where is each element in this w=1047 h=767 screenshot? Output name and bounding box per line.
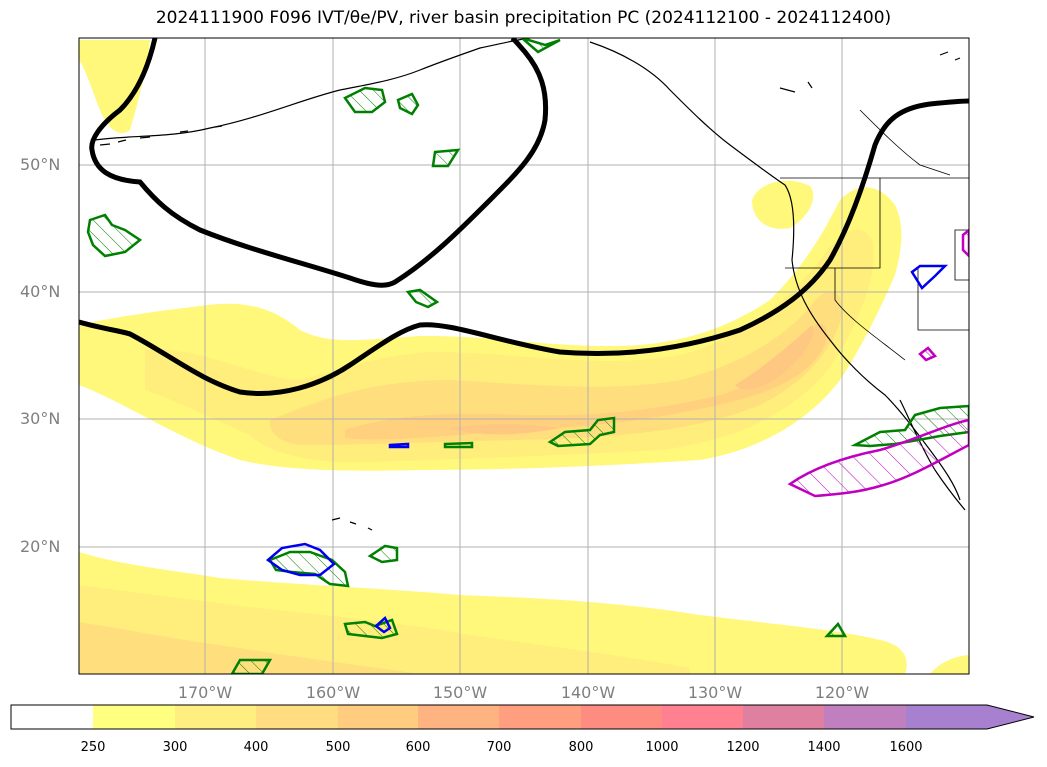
colorbar-tick-500: 500 <box>325 740 351 755</box>
lon-label-160w: 160°W <box>305 683 361 702</box>
colorbar-tick-1600: 1600 <box>889 740 923 755</box>
colorbar <box>10 704 1035 730</box>
colorbar-tick-700: 700 <box>486 740 512 755</box>
colorbar-tick-600: 600 <box>405 740 431 755</box>
colorbar-swatch-1200 <box>743 705 824 729</box>
colorbar-tick-1400: 1400 <box>807 740 841 755</box>
ivt-se-corner <box>930 655 969 674</box>
pv-green-feature <box>521 38 561 54</box>
colorbar-swatch-500 <box>338 705 418 729</box>
colorbar-tick-300: 300 <box>162 740 188 755</box>
graticule <box>79 38 969 674</box>
colorbar-tick-250: 250 <box>80 740 106 755</box>
colorbar-tick-1200: 1200 <box>726 740 760 755</box>
colorbar-swatch-600 <box>418 705 499 729</box>
colorbar-swatch-400 <box>256 705 338 729</box>
pv-magenta-feature <box>787 418 969 498</box>
lat-label-20n: 20°N <box>20 537 61 556</box>
lat-label-40n: 40°N <box>20 282 61 301</box>
pv-magenta-feature <box>961 228 969 258</box>
pv-green-feature <box>343 86 387 114</box>
colorbar-swatch-1400 <box>824 705 906 729</box>
pv-features <box>86 38 969 674</box>
colorbar-swatch-700 <box>499 705 581 729</box>
colorbar-swatch-250 <box>93 705 175 729</box>
pv-magenta-features <box>787 228 969 498</box>
colorbar-tick-400: 400 <box>243 740 269 755</box>
pv-blue-features <box>265 264 949 634</box>
pv-blue-feature <box>910 264 949 290</box>
colorbar-swatch-300 <box>175 705 256 729</box>
theta-e-contours <box>79 38 969 396</box>
colorbar-outline <box>10 704 1035 730</box>
lon-label-150w: 150°W <box>432 683 488 702</box>
ivt-band-600-coast <box>735 325 814 390</box>
theta-e-contour-northern <box>89 38 549 288</box>
colorbar-tick-1000: 1000 <box>645 740 679 755</box>
colorbar-tick-800: 800 <box>568 740 594 755</box>
pv-magenta-feature <box>918 346 938 362</box>
pv-blue-feature <box>265 542 336 577</box>
pv-blue-feature <box>374 615 392 634</box>
pv-green-feature <box>547 416 616 448</box>
pv-green-feature <box>230 658 273 674</box>
ivt-nw-blob <box>79 40 150 134</box>
pv-blue-feature <box>388 442 410 449</box>
ivt-southern-band-400 <box>79 622 420 674</box>
colorbar-under <box>11 705 93 729</box>
pv-green-feature <box>850 404 969 448</box>
pv-green-feature <box>443 441 474 449</box>
pv-green-feature <box>824 621 848 638</box>
ivt-band-600-core <box>450 423 560 435</box>
ivt-pacific-nw <box>752 180 814 229</box>
theta-e-contour-southern <box>79 98 969 396</box>
state-borders <box>780 109 969 361</box>
lon-label-130w: 130°W <box>687 683 743 702</box>
colorbar-swatch-1000 <box>662 705 743 729</box>
pv-green-feature <box>367 544 399 564</box>
lon-label-140w: 140°W <box>560 683 616 702</box>
lat-label-50n: 50°N <box>20 155 61 174</box>
figure-title: 2024111900 F096 IVT/θe/PV, river basin p… <box>155 8 892 28</box>
lon-label-170w: 170°W <box>177 683 233 702</box>
pv-green-feature <box>431 148 461 168</box>
pv-green-feature <box>405 288 440 309</box>
colorbar-swatch-1600-extend <box>906 705 1034 729</box>
pv-green-feature <box>86 213 143 258</box>
pv-green-feature <box>396 92 420 116</box>
lon-label-120w: 120°W <box>814 683 870 702</box>
lat-label-30n: 30°N <box>20 409 61 428</box>
map-frame <box>78 37 970 675</box>
ivt-band-500 <box>345 323 827 440</box>
colorbar-swatch-800 <box>581 705 662 729</box>
